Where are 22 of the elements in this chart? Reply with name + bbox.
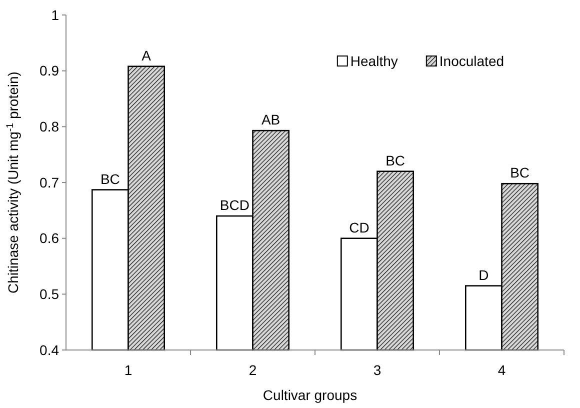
y-tick-label: 0.8 bbox=[40, 118, 60, 135]
y-tick-label: 0.6 bbox=[40, 230, 60, 246]
annotation: BC bbox=[100, 170, 120, 187]
annotation: A bbox=[142, 47, 152, 64]
annotation: BCD bbox=[220, 197, 250, 213]
annotation: D bbox=[478, 266, 489, 283]
x-tick-label: 1 bbox=[124, 362, 132, 378]
y-tick-label: 1 bbox=[51, 6, 60, 23]
x-tick-label: 3 bbox=[373, 362, 382, 378]
x-axis-title: Cultivar groups bbox=[262, 387, 358, 403]
y-tick-label: 0.7 bbox=[40, 174, 60, 190]
y-tick-label: 0.4 bbox=[40, 342, 60, 358]
y-tick-label: 0.9 bbox=[40, 62, 60, 79]
legend-label: Inoculated bbox=[439, 52, 504, 69]
annotation: CD bbox=[349, 219, 370, 236]
x-tick-label: 2 bbox=[248, 362, 257, 378]
legend-label: Healthy bbox=[350, 52, 398, 69]
y-tick-label: 0.5 bbox=[40, 286, 60, 302]
annotation: AB bbox=[261, 112, 280, 128]
annotation: BC bbox=[386, 152, 406, 168]
x-tick-label: 4 bbox=[498, 362, 506, 378]
annotation: BC bbox=[510, 164, 530, 181]
